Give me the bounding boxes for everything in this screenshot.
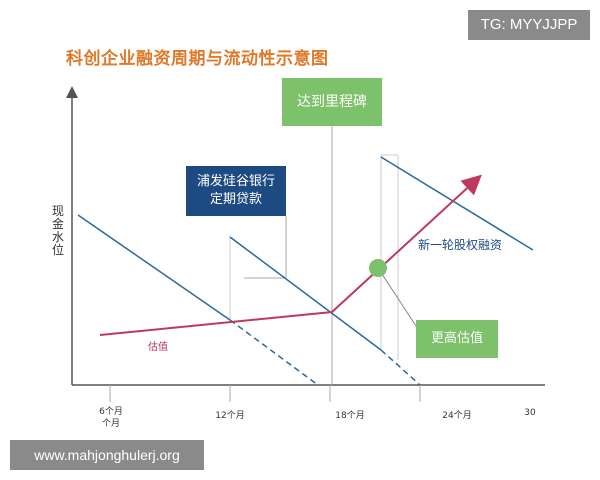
watermark-bottom: www.mahjonghulerj.org: [10, 440, 204, 470]
higher-valuation-connector: [377, 267, 417, 327]
valuation-line: [99, 174, 482, 336]
x-tick-label-6: 6个月 个月: [99, 407, 123, 429]
x-tick-label-30: 30: [524, 408, 536, 418]
cash-line-1-dashed: [229, 319, 319, 386]
x-tick-label-24: 24个月: [442, 411, 472, 421]
new-round-label: 新一轮股权融资: [418, 238, 503, 252]
valuation-label: 估值: [148, 342, 168, 353]
higher-valuation-marker: [369, 259, 387, 277]
spd-loan-line1: 浦发硅谷银行: [196, 174, 275, 189]
cash-line-2-dashed: [380, 349, 421, 386]
x-tick-label-12: 12个月: [215, 411, 245, 421]
spd-loan-box: 浦发硅谷银行 定期贷款: [186, 166, 286, 216]
x-tick-label-18: 18个月: [335, 411, 365, 421]
cash-line-2: [229, 236, 382, 351]
page-title: 科创企业融资周期与流动性示意图: [66, 49, 329, 69]
spd-loan-line2: 定期贷款: [209, 192, 262, 207]
higher-valuation-box: 更高估值: [416, 320, 498, 358]
cash-line-1: [77, 214, 231, 321]
watermark-top: TG: MYYJJPP: [468, 10, 590, 40]
cash-line-3: [380, 156, 534, 251]
milestone-box: 达到里程碑: [282, 78, 382, 126]
y-axis-label: 现金水位: [51, 204, 64, 257]
